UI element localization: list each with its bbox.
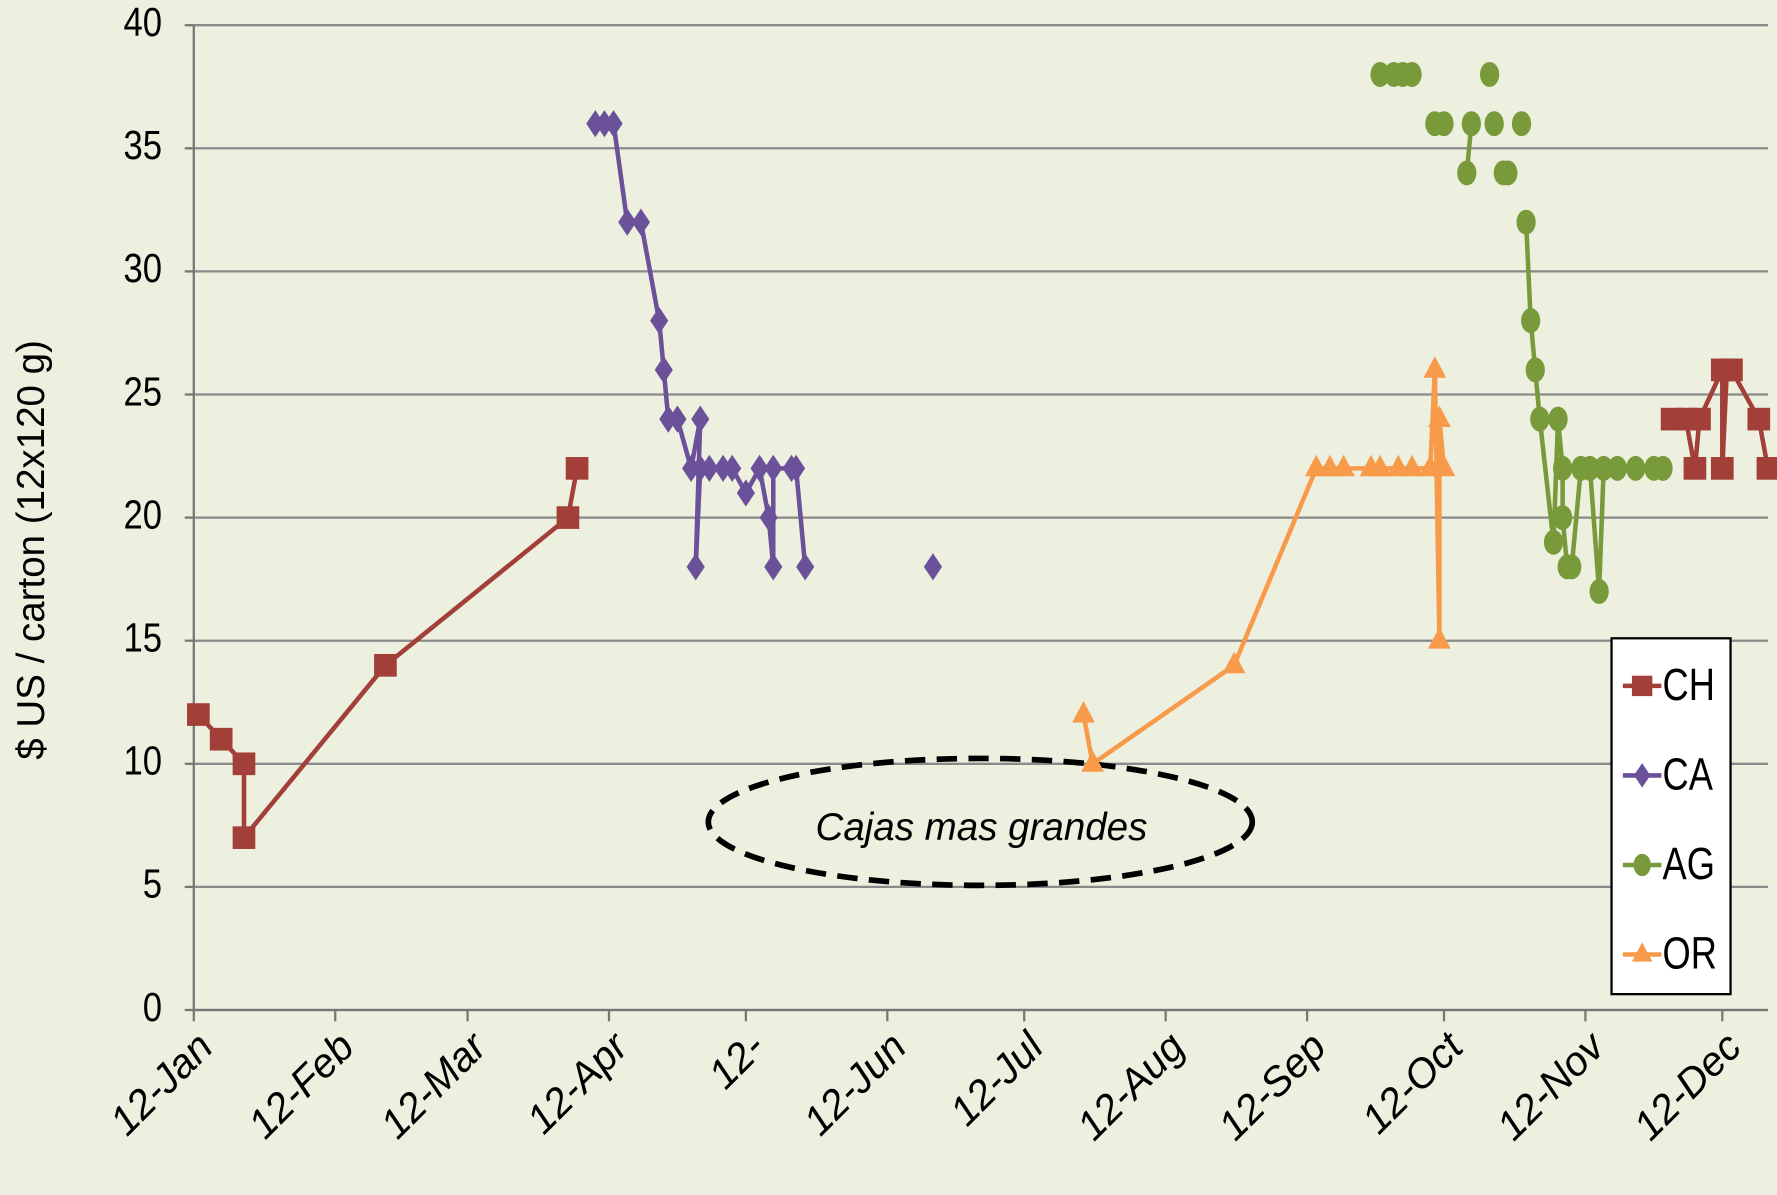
y-axis-label: $ US / carton (12x120 g) xyxy=(10,340,53,760)
marker xyxy=(668,405,687,433)
marker xyxy=(1432,454,1456,477)
marker xyxy=(796,553,815,581)
marker xyxy=(1552,505,1573,531)
marker xyxy=(1720,358,1743,382)
marker xyxy=(1631,675,1653,697)
marker xyxy=(1081,750,1104,772)
marker xyxy=(691,454,710,482)
y-tick-label: 40 xyxy=(123,0,162,45)
marker xyxy=(187,703,210,726)
marker xyxy=(1631,942,1653,962)
marker xyxy=(556,506,580,529)
legend-label: CH xyxy=(1663,659,1715,710)
marker xyxy=(604,110,623,138)
marker xyxy=(565,457,589,480)
marker xyxy=(1222,651,1246,674)
marker xyxy=(1516,209,1536,235)
marker xyxy=(1370,61,1390,87)
marker xyxy=(1428,405,1451,428)
marker xyxy=(1461,111,1481,137)
marker xyxy=(1484,111,1504,137)
marker xyxy=(759,504,778,532)
marker xyxy=(631,208,651,236)
legend: CH CA AG OR xyxy=(1610,637,1732,996)
marker xyxy=(1332,454,1355,477)
marker xyxy=(714,454,733,482)
marker xyxy=(1580,455,1600,481)
legend-box xyxy=(1610,637,1732,996)
legend-label: OR xyxy=(1663,928,1717,979)
marker xyxy=(1653,455,1673,481)
marker xyxy=(691,405,710,433)
marker xyxy=(595,110,614,138)
marker xyxy=(1368,454,1392,477)
marker xyxy=(1543,529,1564,555)
marker xyxy=(374,653,397,677)
marker xyxy=(654,356,673,384)
marker xyxy=(232,826,256,850)
annotation: Cajas mas grandes xyxy=(816,806,1148,849)
marker xyxy=(700,454,719,482)
marker xyxy=(1756,457,1777,480)
marker xyxy=(1423,356,1447,378)
marker xyxy=(1562,554,1582,580)
y-tick-label: 5 xyxy=(143,862,162,907)
marker xyxy=(1552,455,1573,481)
marker xyxy=(1747,407,1771,431)
marker xyxy=(1594,455,1614,481)
y-tick-label: 10 xyxy=(123,739,162,784)
marker xyxy=(1479,61,1500,87)
marker xyxy=(736,479,755,507)
marker xyxy=(1683,457,1707,480)
marker xyxy=(1589,578,1609,604)
marker xyxy=(1633,853,1651,877)
y-tick-label: 35 xyxy=(123,124,162,169)
marker xyxy=(1607,455,1627,481)
marker xyxy=(1402,61,1422,87)
marker xyxy=(1457,160,1477,186)
marker xyxy=(1498,160,1518,186)
marker xyxy=(764,553,783,581)
marker xyxy=(1688,407,1711,431)
annotation-ellipse xyxy=(705,755,1256,889)
marker xyxy=(1710,457,1734,480)
marker xyxy=(1428,627,1451,649)
y-tick-label: 0 xyxy=(143,985,162,1030)
marker xyxy=(1525,357,1545,383)
legend-label: AG xyxy=(1663,838,1715,889)
marker xyxy=(923,553,943,581)
marker xyxy=(1530,406,1550,432)
marker xyxy=(750,454,769,482)
y-tick-label: 15 xyxy=(123,616,162,661)
y-tick-label: 20 xyxy=(123,493,162,538)
marker xyxy=(232,752,256,776)
marker xyxy=(1434,111,1454,137)
marker xyxy=(1548,406,1568,432)
marker xyxy=(1511,111,1532,137)
marker xyxy=(1400,454,1424,477)
marker xyxy=(1072,700,1095,723)
marker xyxy=(723,454,742,482)
marker xyxy=(1625,455,1646,481)
marker xyxy=(1521,308,1541,334)
plot xyxy=(187,61,1777,850)
marker xyxy=(764,454,783,482)
marker xyxy=(650,307,669,335)
y-tick-label: 25 xyxy=(123,370,162,415)
marker xyxy=(682,454,701,482)
legend-label: CA xyxy=(1663,749,1714,800)
marker xyxy=(209,727,233,751)
y-tick-label: 30 xyxy=(123,247,162,292)
